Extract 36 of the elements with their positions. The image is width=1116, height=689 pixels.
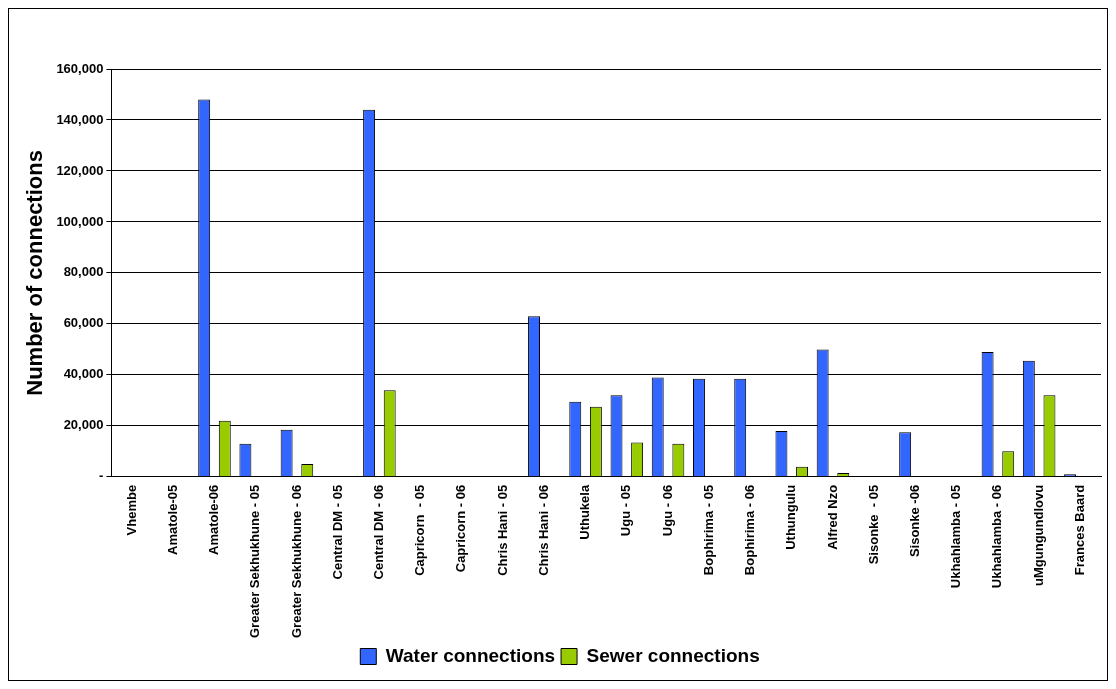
x-tick-label: Central DM - 06 xyxy=(370,484,386,580)
x-tick-label: Greater Sekhukhune - 05 xyxy=(247,484,263,638)
y-tick-label: 140,000 xyxy=(56,111,104,127)
x-tick-label: Bophirima - 05 xyxy=(700,484,716,576)
x-tick-label: Capricorn - 06 xyxy=(453,484,469,573)
x-tick-label: Sisonke -06 xyxy=(907,484,923,558)
x-tick-label: Chris Hani - 05 xyxy=(494,484,510,576)
x-tick-label: Amatole-06 xyxy=(206,484,222,555)
y-tick-label: 80,000 xyxy=(63,264,104,280)
x-tick-label: Ugu - 05 xyxy=(618,484,634,537)
x-tick-label: Ukhahlamba - 06 xyxy=(989,484,1005,589)
x-tick-label: Ukhahlamba - 05 xyxy=(948,484,964,589)
x-tick-label: Uthungulu xyxy=(783,484,799,550)
legend-label: Water connections xyxy=(385,644,556,666)
x-tick-label: Chris Hani - 06 xyxy=(535,484,551,576)
x-tick-label: Ugu - 06 xyxy=(659,484,675,537)
y-tick-label: 40,000 xyxy=(63,366,104,382)
x-tick-label: uMgungundlovu xyxy=(1030,484,1046,586)
x-tick-label: Amatole-05 xyxy=(164,484,180,555)
x-tick-label: Greater Sekhukhune - 06 xyxy=(288,484,304,638)
x-tick-label: Vhembe xyxy=(123,484,139,536)
x-tick-label: Sisonke - 05 xyxy=(865,484,881,565)
x-tick-label: Bophirima - 06 xyxy=(742,484,758,576)
y-tick-label: 160,000 xyxy=(56,60,104,76)
x-tick-label: Frances Baard xyxy=(1071,484,1087,576)
legend-label: Sewer connections xyxy=(586,644,760,666)
y-tick-label: 60,000 xyxy=(63,315,104,331)
x-tick-label: Uthukela xyxy=(577,484,593,540)
y-tick-label: - xyxy=(99,468,104,484)
x-tick-label: Central DM - 05 xyxy=(329,484,345,580)
x-tick-label: Alfred Nzo xyxy=(824,484,840,550)
y-tick-label: 20,000 xyxy=(63,417,104,433)
y-axis-title: Number of connections xyxy=(22,150,48,396)
y-tick-label: 120,000 xyxy=(56,162,104,178)
y-tick-label: 100,000 xyxy=(56,213,104,229)
x-tick-label: Capricorn - 05 xyxy=(412,484,428,576)
